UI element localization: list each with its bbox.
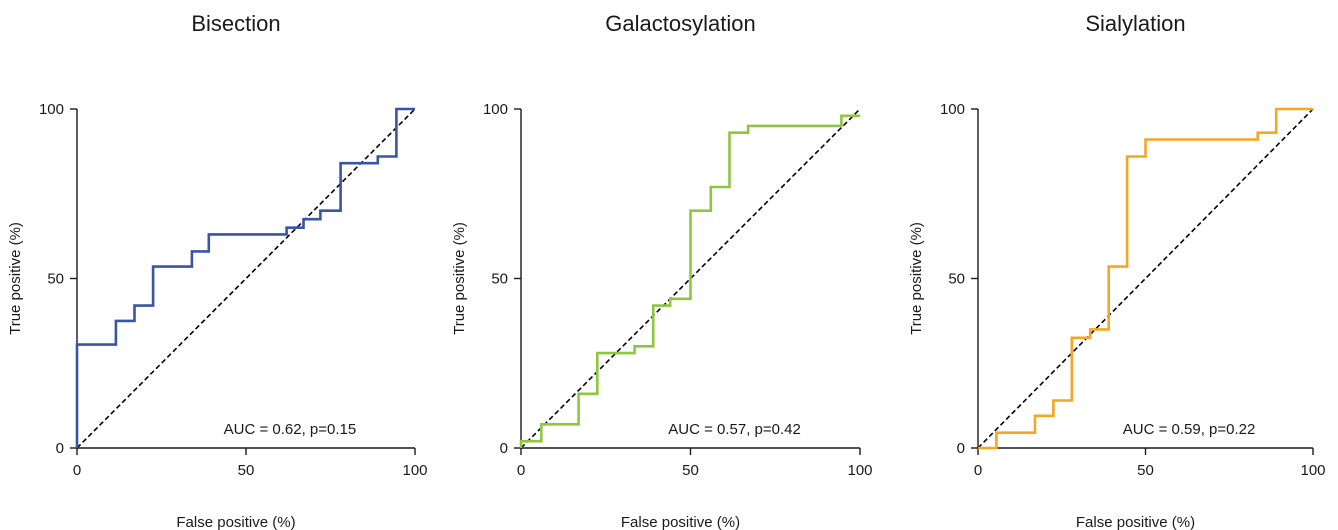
x-tick-label: 50 [682, 462, 699, 479]
x-tick-label: 100 [402, 462, 427, 479]
auc-annotation: AUC = 0.59, p=0.22 [1123, 421, 1256, 438]
y-tick-label: 0 [957, 440, 965, 457]
roc-curve [978, 107, 1313, 450]
roc-panel-galactosylation: Galactosylation 0 50 100 0 50 100 False positiv… [451, 11, 873, 530]
reference-diagonal-line [977, 108, 1314, 449]
y-axis-label: True positive (%) [908, 222, 925, 335]
auc-annotation: AUC = 0.62, p=0.15 [224, 421, 357, 438]
chart-title: Galactosylation [605, 11, 755, 36]
y-tick-label: 50 [948, 271, 965, 288]
y-axis-label: True positive (%) [7, 222, 24, 335]
x-tick-label: 0 [517, 462, 525, 479]
x-axis-label: False positive (%) [1076, 514, 1195, 530]
x-axis-label: False positive (%) [621, 514, 740, 530]
x-tick-label: 50 [1137, 462, 1154, 479]
chart-title: Sialylation [1085, 11, 1185, 36]
x-tick-label: 100 [1300, 462, 1325, 479]
y-tick-label: 50 [491, 271, 508, 288]
reference-diagonal-line [76, 108, 416, 449]
roc-panel-bisection: Bisection 0 50 100 0 50 100 False positive (%) T… [7, 11, 428, 530]
x-tick-label: 100 [847, 462, 872, 479]
roc-curve [519, 114, 860, 448]
y-tick-label: 100 [940, 101, 965, 118]
y-tick-label: 100 [483, 101, 508, 118]
chart-title: Bisection [191, 11, 280, 36]
roc-curve [75, 107, 415, 448]
x-tick-label: 50 [238, 462, 255, 479]
y-tick-label: 0 [500, 440, 508, 457]
y-tick-label: 0 [56, 440, 64, 457]
y-axis-label: True positive (%) [451, 222, 468, 335]
y-tick-label: 50 [47, 271, 64, 288]
auc-annotation: AUC = 0.57, p=0.42 [668, 421, 801, 438]
x-tick-label: 0 [974, 462, 982, 479]
roc-panel-sialylation: Sialylation 0 50 100 0 50 100 False positive (%… [908, 11, 1326, 530]
x-tick-label: 0 [73, 462, 81, 479]
x-axis-label: False positive (%) [176, 514, 295, 530]
y-tick-label: 100 [39, 101, 64, 118]
